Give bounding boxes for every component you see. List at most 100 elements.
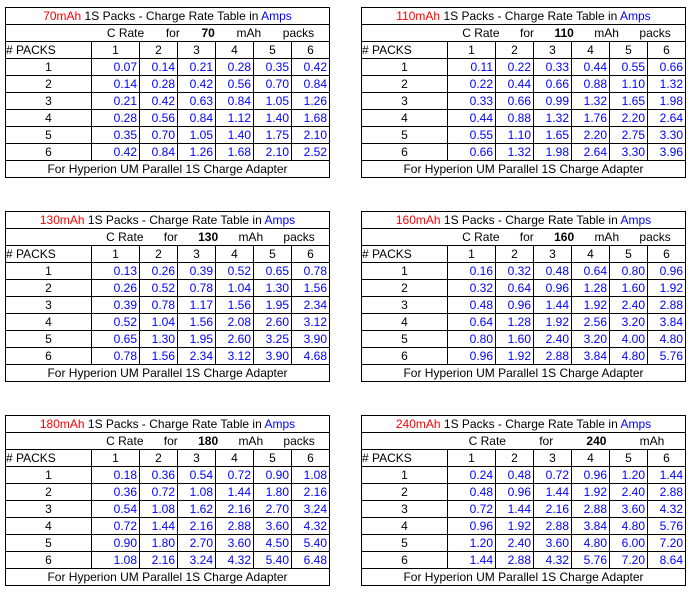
amp-value: 3.12	[291, 313, 330, 331]
amp-value: 1.20	[609, 466, 648, 484]
mah-label: mAh	[639, 434, 665, 448]
table-row: 4 0.96 1.92 2.88 3.84 4.80 5.76	[361, 517, 686, 535]
title-text: 1S Packs - Charge Rate Table in	[440, 9, 620, 23]
amp-value: 3.30	[609, 143, 648, 161]
table-row: 2 0.14 0.28 0.42 0.56 0.70 0.84	[5, 75, 330, 93]
amp-value: 0.70	[253, 75, 292, 93]
amp-value: 3.24	[291, 500, 330, 518]
pack-count: 5	[361, 534, 448, 552]
amp-value: 0.52	[91, 313, 140, 331]
amp-value: 0.35	[253, 58, 292, 76]
amp-value: 1.10	[609, 75, 648, 93]
table-row: 5 1.20 2.40 3.60 4.80 6.00 7.20	[361, 534, 686, 552]
packs-label: packs	[639, 26, 671, 40]
amp-value: 1.98	[533, 143, 572, 161]
amp-value: 2.20	[571, 126, 610, 144]
amp-value: 5.76	[647, 347, 686, 365]
col-header: 5	[253, 449, 292, 467]
amp-value: 0.26	[91, 279, 140, 297]
title-text: 1S Packs - Charge Rate Table in	[81, 9, 262, 23]
amp-value: 1.28	[571, 279, 610, 297]
title-text: 1S Packs - Charge Rate Table in	[84, 213, 265, 227]
amp-value: 0.28	[139, 75, 178, 93]
amp-value: 0.96	[533, 279, 572, 297]
amp-value: 1.26	[177, 143, 216, 161]
table-footer: For Hyperion UM Parallel 1S Charge Adapt…	[361, 568, 686, 586]
amp-value: 0.28	[91, 109, 140, 127]
amp-value: 0.44	[571, 58, 610, 76]
col-header: 2	[495, 449, 534, 467]
charge-table-240: 240mAh 1S Packs - Charge Rate Table in A…	[361, 415, 686, 586]
amp-value: 2.88	[571, 500, 610, 518]
capacity-value: 160	[554, 230, 575, 244]
amp-value: 3.20	[609, 313, 648, 331]
col-header: 5	[609, 41, 648, 59]
col-header: 6	[291, 449, 330, 467]
pack-count: 5	[5, 330, 92, 348]
capacity-label: 70mAh	[43, 9, 82, 23]
col-header: 3	[533, 245, 572, 263]
table-row: 2 0.26 0.52 0.78 1.04 1.30 1.56	[5, 279, 330, 297]
amp-value: 2.40	[609, 483, 648, 501]
table-row: 5 0.35 0.70 1.05 1.40 1.75 2.10	[5, 126, 330, 144]
pack-count: 3	[5, 500, 92, 518]
table-row: 5 0.65 1.30 1.95 2.60 3.25 3.90	[5, 330, 330, 348]
amp-value: 1.92	[647, 279, 686, 297]
amp-value: 0.84	[177, 109, 216, 127]
rate-description: C Rate for 180 mAh packs	[91, 432, 330, 450]
amp-value: 1.20	[447, 534, 496, 552]
amp-value: 1.17	[177, 296, 216, 314]
table-row: 1 0.16 0.32 0.48 0.64 0.80 0.96	[361, 262, 686, 280]
col-header: 3	[533, 41, 572, 59]
amp-value: 2.64	[647, 109, 686, 127]
amp-value: 4.32	[647, 500, 686, 518]
pack-count: 5	[361, 126, 448, 144]
table-row: 5 0.90 1.80 2.70 3.60 4.50 5.40	[5, 534, 330, 552]
capacity-label: 160mAh	[395, 213, 441, 227]
rate-wrap: C Rate for 160 mAh packs	[449, 230, 685, 245]
pack-count: 2	[361, 75, 448, 93]
amp-value: 1.65	[533, 126, 572, 144]
table-row: 4 0.52 1.04 1.56 2.08 2.60 3.12	[5, 313, 330, 331]
col-header: 2	[139, 245, 178, 263]
amp-value: 2.10	[253, 143, 292, 161]
amp-value: 3.84	[571, 517, 610, 535]
col-header: 4	[215, 245, 254, 263]
amp-value: 0.78	[291, 262, 330, 280]
amp-value: 2.60	[215, 330, 254, 348]
amp-value: 1.56	[291, 279, 330, 297]
table-row: 1 0.07 0.14 0.21 0.28 0.35 0.42	[5, 58, 330, 76]
amp-value: 1.65	[609, 92, 648, 110]
pack-count: 2	[361, 279, 448, 297]
amp-value: 0.63	[177, 92, 216, 110]
amp-value: 5.40	[253, 551, 292, 569]
amp-value: 0.66	[533, 75, 572, 93]
amp-value: 6.48	[291, 551, 330, 569]
amp-value: 1.40	[215, 126, 254, 144]
amp-value: 0.24	[447, 466, 496, 484]
table-footer: For Hyperion UM Parallel 1S Charge Adapt…	[5, 568, 330, 586]
table-row: 3 0.21 0.42 0.63 0.84 1.05 1.26	[5, 92, 330, 110]
amp-value: 1.92	[495, 517, 534, 535]
for-label: for	[520, 26, 535, 40]
amp-value: 1.80	[253, 483, 292, 501]
col-header: 2	[495, 245, 534, 263]
amp-value: 1.95	[253, 296, 292, 314]
amp-value: 8.64	[647, 551, 686, 569]
packs-header: # PACKS	[361, 41, 448, 59]
rate-row-spacer	[361, 24, 448, 42]
amp-value: 2.20	[609, 109, 648, 127]
amp-value: 1.44	[647, 466, 686, 484]
capacity-value: 110	[554, 26, 574, 40]
mah-label: mAh	[238, 434, 264, 448]
capacity-label: 240mAh	[395, 417, 441, 431]
amp-value: 3.90	[291, 330, 330, 348]
amp-value: 0.42	[91, 143, 140, 161]
col-header: 5	[609, 245, 648, 263]
amp-value: 1.44	[215, 483, 254, 501]
amp-value: 4.32	[215, 551, 254, 569]
rate-description: C Rate for 70 mAh packs	[91, 24, 330, 42]
amp-value: 0.07	[91, 58, 140, 76]
amp-value: 3.12	[215, 347, 254, 365]
c-rate-label: C Rate	[106, 26, 145, 40]
